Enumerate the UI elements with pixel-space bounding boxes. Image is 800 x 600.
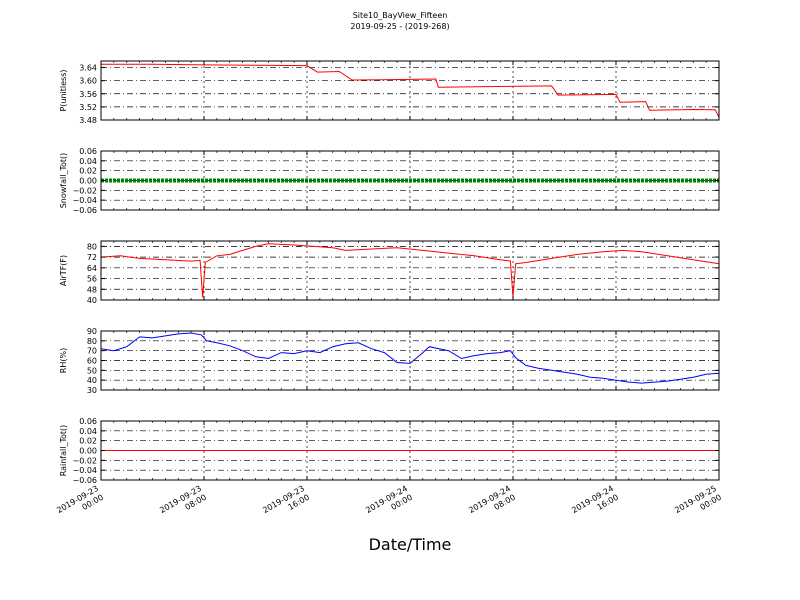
x-tick-label: 2019-09-2500:00 <box>673 484 723 524</box>
figure-title: Site10_BayView_Fifteen <box>353 11 448 20</box>
y-axis-label: Rainfall_Tot() <box>59 425 68 477</box>
y-tick-label: 40 <box>87 296 97 305</box>
x-tick-label: 2019-09-2316:00 <box>261 484 311 524</box>
series-line <box>101 63 720 118</box>
figure-subtitle: 2019-09-25 - (2019-268) <box>350 22 449 31</box>
y-tick-label: 3.56 <box>79 90 97 99</box>
y-tick-label: 80 <box>87 337 97 346</box>
y-tick-label: 0.06 <box>79 417 97 426</box>
y-tick-label: −0.04 <box>72 466 97 475</box>
x-tick-label: 2019-09-2408:00 <box>467 484 517 524</box>
x-tick-label: 2019-09-2400:00 <box>364 484 414 524</box>
y-tick-label: 80 <box>87 242 97 251</box>
y-tick-label: −0.02 <box>72 186 97 195</box>
y-tick-label: 72 <box>87 253 97 262</box>
subplot-1: 3.64 3.60 3.56 3.52 3.48 P(unitless) <box>59 60 720 125</box>
y-tick-label: −0.02 <box>72 456 97 465</box>
y-tick-label: 3.52 <box>79 103 97 112</box>
x-tick-label: 2019-09-2416:00 <box>570 484 620 524</box>
series-line <box>100 243 720 298</box>
subplot-5: 0.060.040.020.00−0.02−0.04−0.06 Rainfall_… <box>59 417 720 485</box>
y-axis-label: P(unitless) <box>59 69 68 111</box>
x-tick-label: 2019-09-2300:00 <box>55 484 105 524</box>
y-tick-label: 40 <box>87 376 97 385</box>
x-axis-label: Date/Time <box>369 535 452 554</box>
y-tick-label: 3.60 <box>79 77 97 86</box>
y-tick-label: 0.00 <box>79 447 97 456</box>
y-tick-label: 0.02 <box>79 437 97 446</box>
y-tick-label: 0.06 <box>79 147 97 156</box>
y-tick-label: 30 <box>87 386 97 395</box>
y-tick-label: 90 <box>87 327 97 336</box>
y-tick-label: −0.06 <box>72 206 97 215</box>
y-tick-label: 3.48 <box>79 116 97 125</box>
y-tick-label: 3.64 <box>79 64 97 73</box>
y-axis-label: Snowfall_Tot() <box>59 153 68 209</box>
subplot-2: 0.060.040.020.00−0.02−0.04−0.06 Snowfall_… <box>59 147 720 215</box>
y-tick-label: 70 <box>87 347 97 356</box>
y-axis-label: AirTF(F) <box>59 255 68 286</box>
y-tick-label: 48 <box>87 285 97 294</box>
y-tick-label: −0.06 <box>72 476 97 485</box>
x-tick-label: 2019-09-2308:00 <box>158 484 208 524</box>
y-tick-label: −0.04 <box>72 196 97 205</box>
series-line <box>100 332 720 384</box>
y-tick-label: 0.04 <box>79 427 97 436</box>
y-tick-label: 50 <box>87 366 97 375</box>
y-tick-label: 0.00 <box>79 177 97 186</box>
x-axis-ticks: 2019-09-2300:00 2019-09-2308:00 2019-09-23… <box>55 484 723 524</box>
subplots: 3.643.603.563.523.48P(unitless)0.060.040… <box>59 60 720 485</box>
y-tick-label: 56 <box>87 275 97 284</box>
y-tick-label: 0.04 <box>79 157 97 166</box>
y-tick-label: 64 <box>87 264 97 273</box>
y-tick-label: 0.02 <box>79 167 97 176</box>
y-axis-label: RH(%) <box>59 348 68 373</box>
y-tick-label: 60 <box>87 357 97 366</box>
